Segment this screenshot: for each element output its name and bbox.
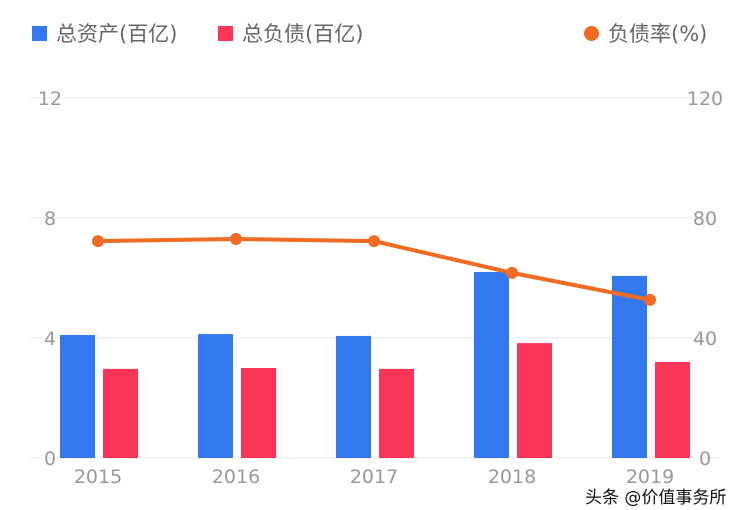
x-tick-label: 2017 (350, 466, 398, 488)
legend-swatch (218, 25, 233, 41)
legend-label: 负债率(%) (608, 22, 708, 46)
x-tick-label: 2015 (74, 466, 122, 488)
x-tick-label: 2019 (626, 466, 674, 488)
bar-liabilities (655, 362, 690, 458)
legend-item-liabilities[interactable]: 总负债(百亿) (218, 18, 363, 48)
left-tick-label: 0 (44, 448, 56, 470)
bar-liabilities (241, 368, 276, 458)
bar-liabilities (103, 368, 138, 458)
right-tick-label: 40 (693, 328, 717, 350)
bar-assets (198, 334, 233, 458)
point-debt-ratio (368, 235, 380, 248)
line-debt-ratio (97, 236, 651, 302)
left-tick-label: 8 (44, 208, 56, 230)
point-debt-ratio (92, 235, 104, 248)
left-tick-label: 12 (38, 88, 62, 110)
right-tick-label: 80 (693, 208, 717, 230)
left-tick-label: 4 (44, 328, 56, 350)
x-tick-label: 2018 (488, 466, 536, 488)
legend-item-debt-ratio[interactable]: 负债率(%) (584, 18, 707, 48)
bar-assets (336, 335, 371, 458)
right-tick-label: 0 (699, 448, 711, 470)
legend-item-assets[interactable]: 总资产(百亿) (32, 18, 177, 48)
watermark: 头条 @价值事务所 (585, 488, 727, 508)
point-debt-ratio (506, 266, 518, 279)
bar-assets (60, 335, 95, 458)
right-tick-label: 120 (687, 88, 723, 110)
bar-assets (474, 272, 509, 458)
legend-label: 总资产(百亿) (56, 22, 178, 46)
legend-swatch (32, 25, 47, 41)
point-debt-ratio (644, 293, 656, 306)
point-debt-ratio (230, 233, 242, 245)
x-tick-label: 2016 (212, 466, 260, 488)
bar-liabilities (517, 343, 552, 458)
legend-label: 总负债(百亿) (242, 22, 364, 46)
legend-swatch (584, 25, 599, 41)
bar-assets (612, 275, 647, 458)
bar-liabilities (379, 368, 414, 458)
